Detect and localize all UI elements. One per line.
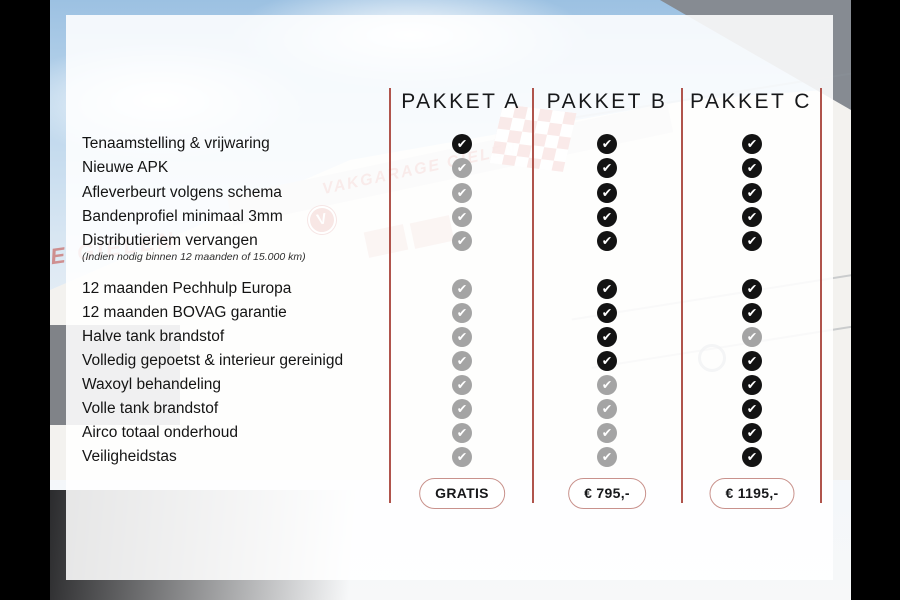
check-icon: ✔ — [742, 207, 762, 227]
feature-label: Distributieriem vervangen — [82, 232, 258, 249]
check-icon: ✔ — [597, 158, 617, 178]
check-icon: ✔ — [742, 231, 762, 251]
check-icon: ✔ — [452, 134, 472, 154]
feature-label: Afleverbeurt volgens schema — [82, 184, 282, 201]
check-icon: ✔ — [742, 303, 762, 323]
check-icon: ✔ — [452, 279, 472, 299]
check-icon: ✔ — [742, 183, 762, 203]
check-icon: ✔ — [452, 231, 472, 251]
feature-note: (Indien nodig binnen 12 maanden of 15.00… — [82, 251, 306, 263]
check-icon: ✔ — [742, 158, 762, 178]
feature-label: Nieuwe APK — [82, 159, 169, 176]
check-icon: ✔ — [597, 375, 617, 395]
check-icon: ✔ — [452, 158, 472, 178]
feature-label: Volle tank brandstof — [82, 400, 219, 417]
feature-label: Veiligheidstas — [82, 448, 177, 465]
check-icon: ✔ — [597, 399, 617, 419]
check-icon: ✔ — [597, 183, 617, 203]
check-icon: ✔ — [742, 399, 762, 419]
check-icon: ✔ — [742, 279, 762, 299]
price-pill[interactable]: € 795,- — [568, 478, 646, 509]
package-header: PAKKET B — [546, 90, 668, 113]
column-divider — [820, 88, 822, 503]
feature-label: 12 maanden Pechhulp Europa — [82, 280, 292, 297]
check-icon: ✔ — [452, 399, 472, 419]
check-icon: ✔ — [452, 447, 472, 467]
check-icon: ✔ — [597, 207, 617, 227]
feature-label: Halve tank brandstof — [82, 328, 225, 345]
check-icon: ✔ — [597, 423, 617, 443]
package-header: PAKKET A — [401, 90, 521, 113]
check-icon: ✔ — [452, 351, 472, 371]
package-header: PAKKET C — [690, 90, 812, 113]
check-icon: ✔ — [597, 134, 617, 154]
check-icon: ✔ — [742, 375, 762, 395]
check-icon: ✔ — [452, 375, 472, 395]
check-icon: ✔ — [742, 327, 762, 347]
feature-label: Tenaamstelling & vrijwaring — [82, 135, 270, 152]
feature-label: 12 maanden BOVAG garantie — [82, 304, 287, 321]
price-pill[interactable]: € 1195,- — [709, 478, 795, 509]
price-pill[interactable]: GRATIS — [419, 478, 505, 509]
column-divider — [532, 88, 534, 503]
feature-label: Airco totaal onderhoud — [82, 424, 238, 441]
check-icon: ✔ — [452, 327, 472, 347]
check-icon: ✔ — [597, 279, 617, 299]
column-divider — [681, 88, 683, 503]
check-icon: ✔ — [597, 447, 617, 467]
check-icon: ✔ — [452, 183, 472, 203]
feature-label: Volledig gepoetst & interieur gereinigd — [82, 352, 344, 369]
check-icon: ✔ — [597, 303, 617, 323]
column-divider — [389, 88, 391, 503]
check-icon: ✔ — [742, 134, 762, 154]
check-icon: ✔ — [597, 231, 617, 251]
feature-label: Waxoyl behandeling — [82, 376, 222, 393]
check-icon: ✔ — [597, 351, 617, 371]
feature-label: Bandenprofiel minimaal 3mm — [82, 208, 283, 225]
check-icon: ✔ — [597, 327, 617, 347]
check-icon: ✔ — [742, 351, 762, 371]
check-icon: ✔ — [452, 207, 472, 227]
check-icon: ✔ — [452, 423, 472, 443]
check-icon: ✔ — [742, 423, 762, 443]
check-icon: ✔ — [452, 303, 472, 323]
check-icon: ✔ — [742, 447, 762, 467]
